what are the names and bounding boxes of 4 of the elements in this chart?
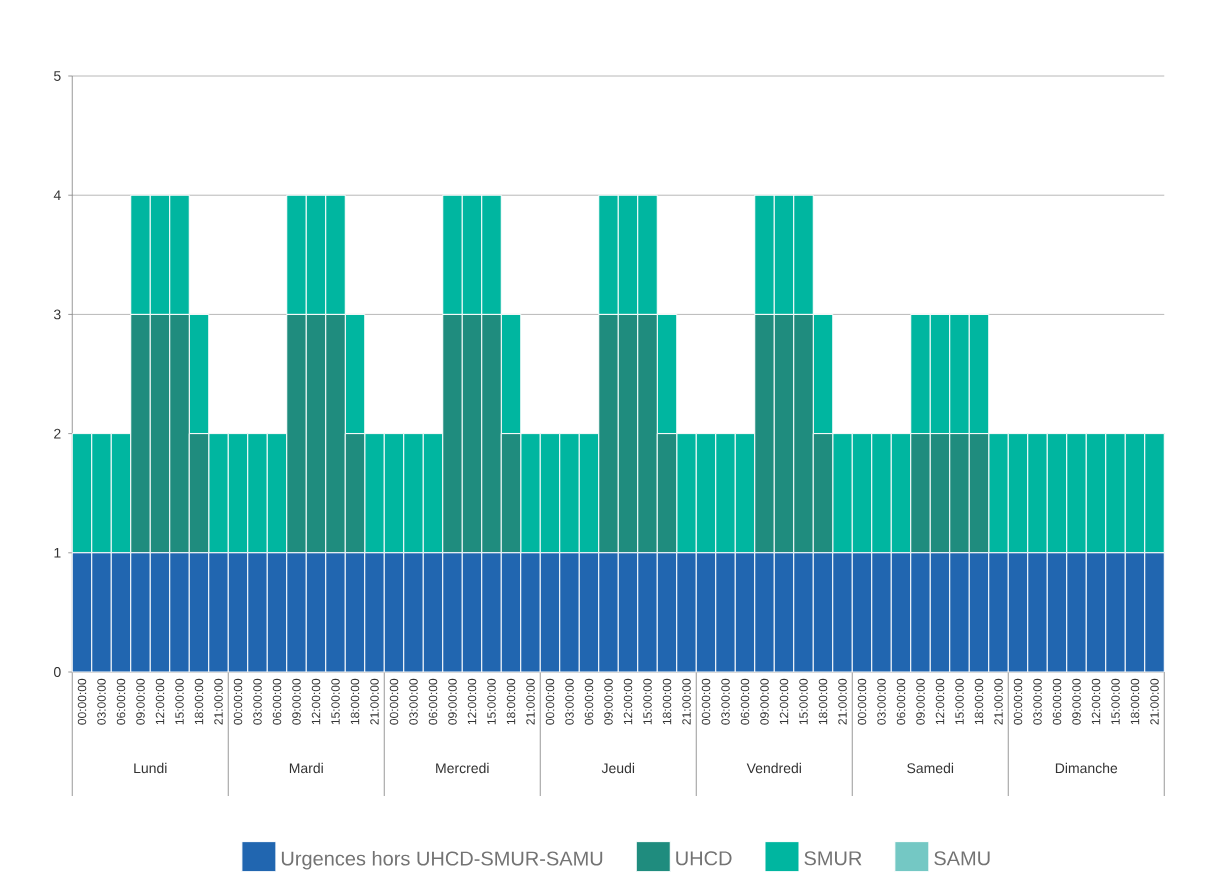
legend-label: SMUR — [804, 851, 862, 866]
legend-label: UHCD — [676, 851, 732, 866]
legend-label: SAMU — [934, 851, 990, 866]
legend-label: Urgences hors UHCD-SMUR-SAMU — [281, 850, 603, 870]
